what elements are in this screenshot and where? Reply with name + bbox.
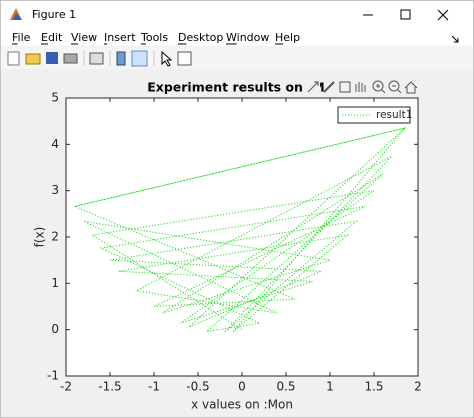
y-tick-label: 4 (51, 137, 59, 151)
menu-item[interactable]: Window (226, 31, 269, 44)
x-tick-label: -0.5 (186, 380, 209, 394)
y-tick-label: 0 (51, 322, 59, 336)
menu-bar (1, 30, 473, 46)
y-tick-label: -1 (47, 369, 59, 383)
x-tick-label: 0 (238, 380, 246, 394)
plot-title: Experiment results on :M (147, 80, 325, 95)
data-line (73, 127, 407, 333)
dock-arrow[interactable] (451, 35, 459, 43)
open-icon[interactable] (25, 53, 41, 65)
menu-item[interactable]: Help (275, 31, 300, 44)
x-tick-label: -1.5 (98, 380, 121, 394)
new-icon[interactable] (7, 51, 20, 66)
title-bar (1, 1, 473, 30)
zoom-out-icon[interactable] (388, 80, 400, 92)
window-title: Figure 1 (32, 8, 76, 21)
axes: -2 -1.5 -1 -0.5 0 0.5 1 1.5 2 -1 0 1 2 3 4 5 x values on… (33, 91, 422, 412)
menu-item[interactable]: File (12, 31, 31, 44)
x-tick-label: -2 (60, 380, 72, 394)
property-icon[interactable] (177, 51, 192, 66)
y-tick-label: 3 (51, 183, 59, 197)
home-icon[interactable] (404, 81, 418, 94)
menu-item[interactable]: Desktop (178, 31, 223, 44)
pan-icon[interactable] (355, 82, 366, 92)
y-tick-label: 2 (51, 230, 59, 244)
x-tick-label: 1.5 (364, 380, 383, 394)
menu-item[interactable]: Tools (140, 31, 168, 44)
x-tick-label: 2 (414, 380, 422, 394)
save-icon[interactable] (46, 52, 58, 64)
legend-label: result1 (376, 109, 412, 121)
close-button[interactable] (437, 9, 449, 21)
pointer-icon[interactable] (161, 50, 173, 67)
axes-box (65, 97, 419, 377)
y-tick-label: 1 (51, 276, 59, 290)
menu-item[interactable]: Insert (104, 31, 136, 44)
x-tick-label: 1 (326, 380, 334, 394)
link-icon[interactable] (89, 52, 104, 65)
maximize-button[interactable] (400, 9, 411, 20)
menu-group: File Edit View Insert Tools Desktop Window Help (12, 31, 300, 45)
toolbar (1, 47, 473, 69)
menu-item[interactable]: Edit (41, 31, 63, 44)
legend-icon[interactable] (131, 50, 148, 67)
print-icon[interactable] (63, 53, 78, 64)
export-icon[interactable] (307, 81, 319, 93)
y-axis-label: f(x) (33, 227, 47, 248)
menu-item[interactable]: View (71, 31, 97, 44)
app-icon (10, 8, 22, 20)
legend-box (337, 106, 411, 124)
y-tick-label: 5 (51, 91, 59, 105)
x-tick-label: -1 (148, 380, 160, 394)
colorbar-icon[interactable] (116, 51, 126, 66)
brush-icon[interactable] (323, 81, 335, 93)
x-axis-label: x values on :Mon (191, 398, 293, 412)
axes-toolbar (306, 78, 418, 94)
zoom-in-icon[interactable] (372, 80, 384, 92)
axes-background (66, 98, 418, 376)
x-tick-label: 0.5 (276, 380, 295, 394)
datatip-icon[interactable] (339, 81, 351, 93)
